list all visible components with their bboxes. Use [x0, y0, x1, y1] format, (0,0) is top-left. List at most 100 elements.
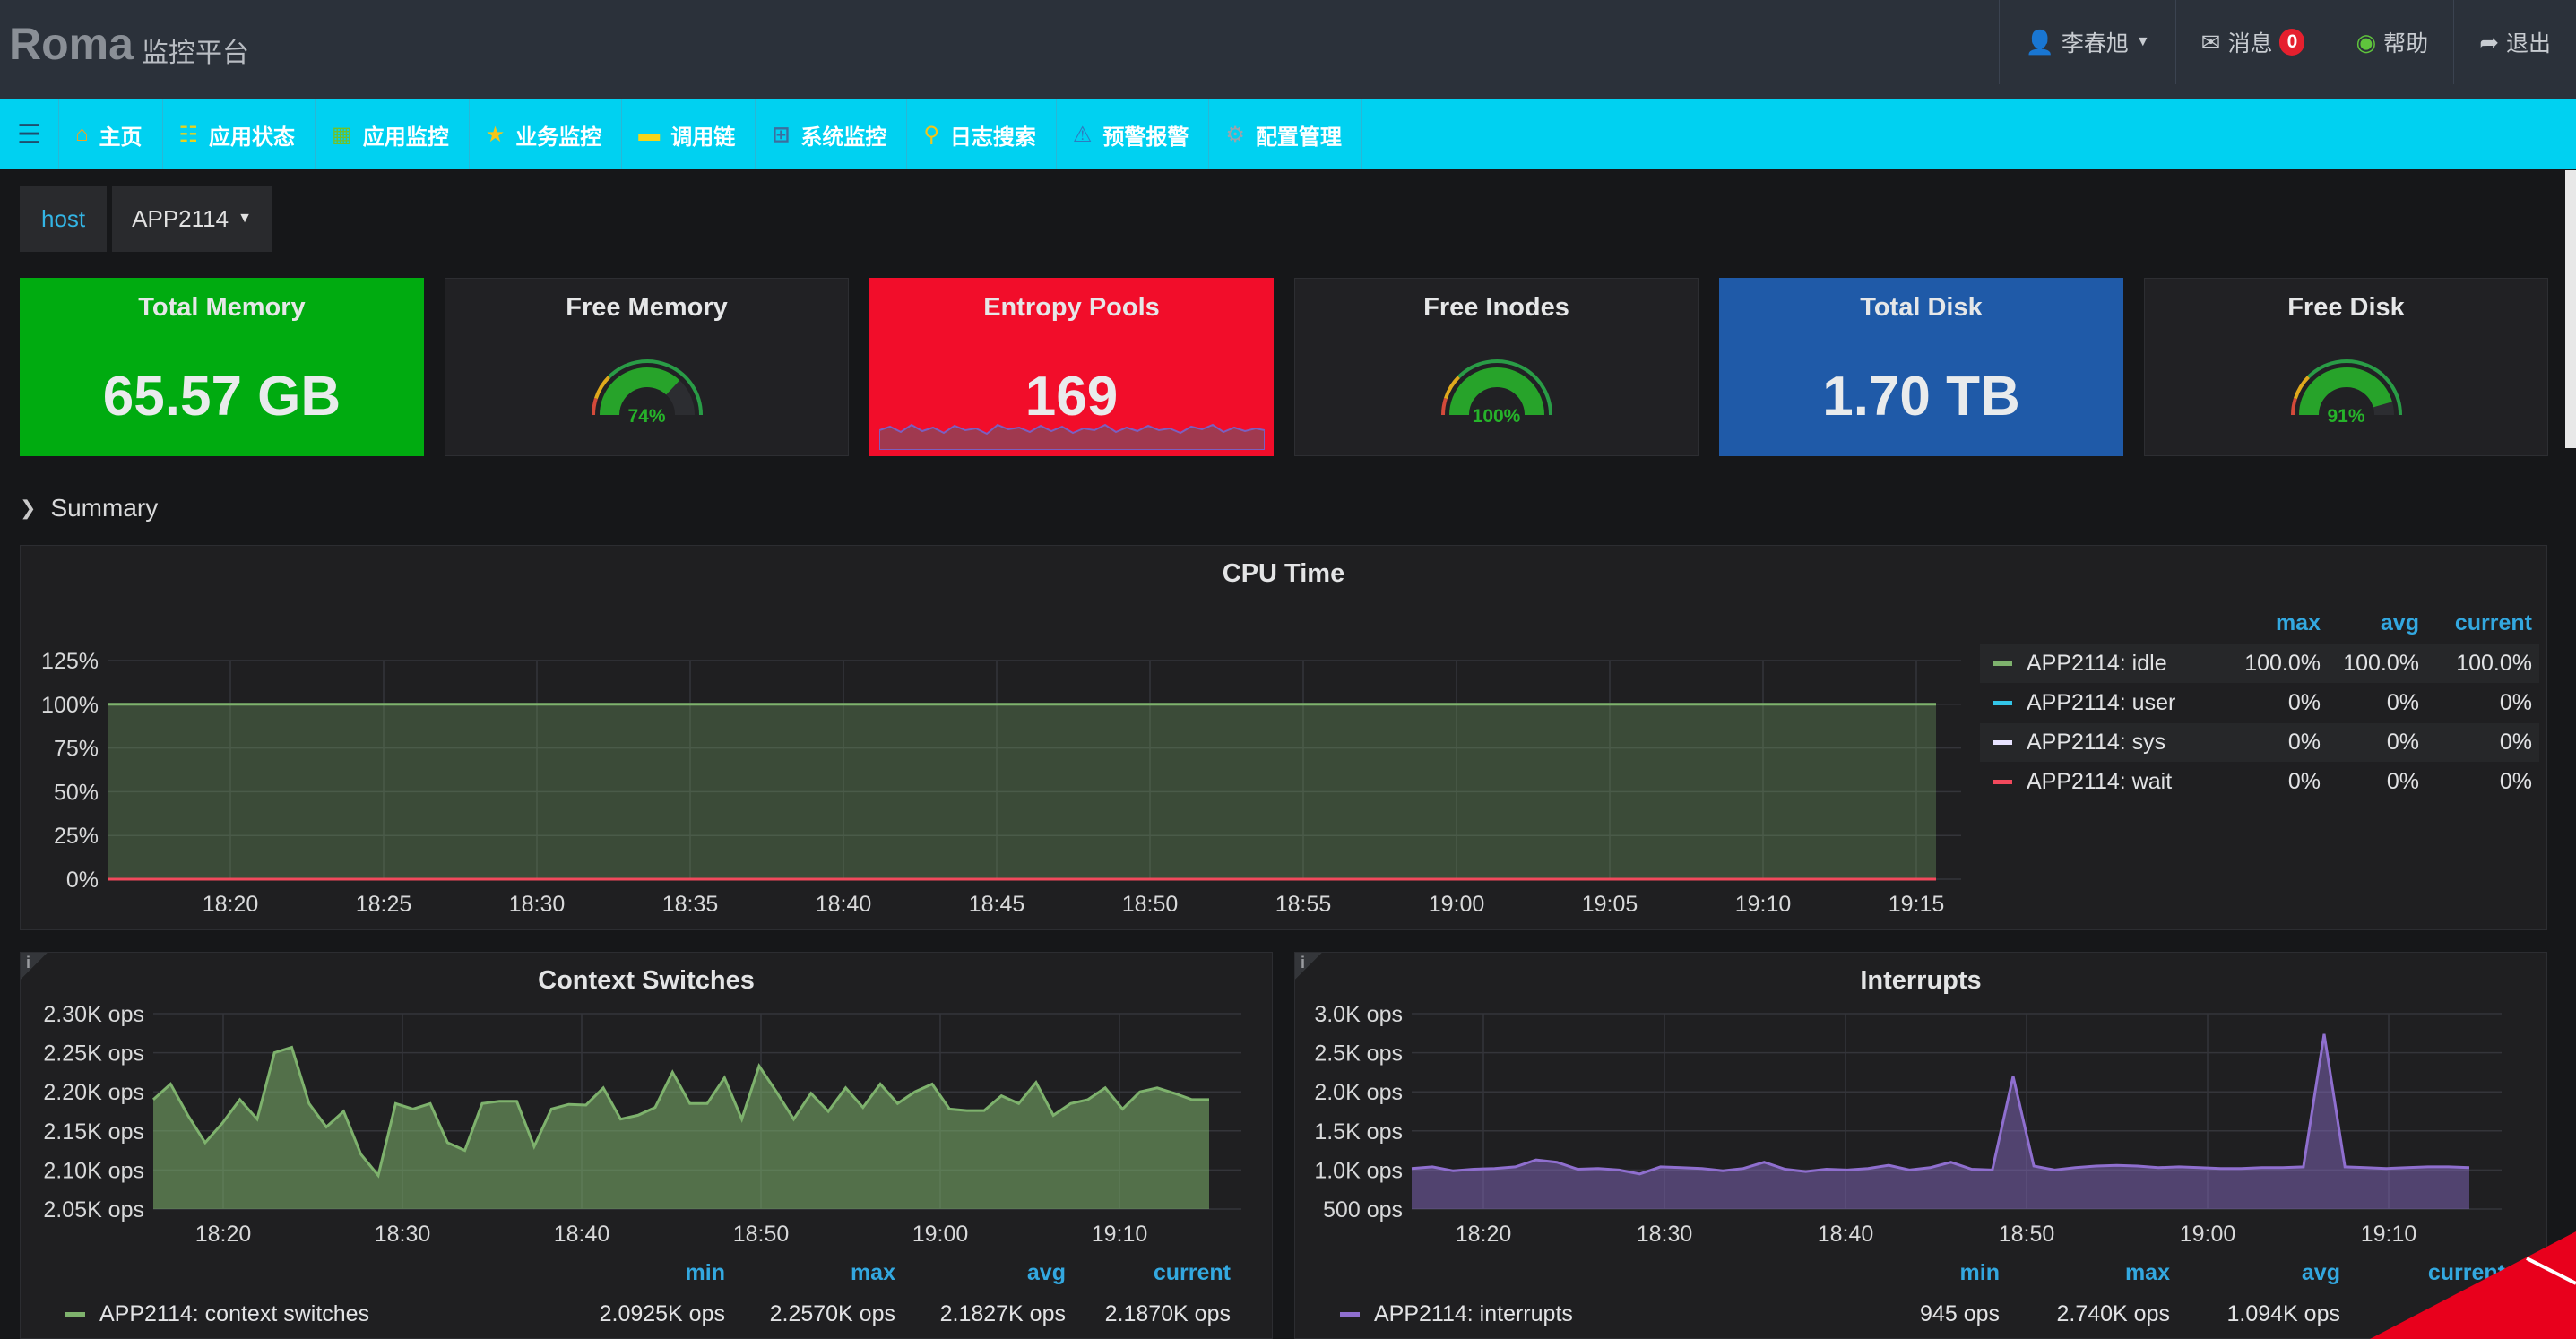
series-max: 0% — [2287, 769, 2321, 794]
x-tick-label: 19:00 — [2180, 1222, 2236, 1247]
y-tick-label: 2.0K ops — [1314, 1080, 1403, 1105]
x-tick-label: 18:55 — [1275, 892, 1332, 917]
series-max: 100.0% — [2244, 651, 2321, 676]
y-tick-label: 50% — [54, 780, 99, 805]
x-tick-label: 18:20 — [195, 1222, 252, 1247]
nav-item-label: 应用状态 — [209, 125, 296, 150]
logout-button[interactable]: ➦ 退出 — [2453, 0, 2576, 84]
legend-row[interactable]: APP2114: wait 0% 0% 0% — [1980, 763, 2539, 801]
y-tick-label: 2.10K ops — [43, 1158, 144, 1183]
messages-label: 消息 — [2227, 31, 2273, 56]
legend-row[interactable]: APP2114: user 0% 0% 0% — [1980, 684, 2539, 722]
legend-header-min: min — [1959, 1260, 2000, 1285]
gauge-fill — [2299, 367, 2392, 416]
stat-title: Free Memory — [566, 293, 728, 322]
stat-title: Total Memory — [138, 293, 306, 322]
messages-count-badge: 0 — [2279, 29, 2305, 56]
stat-total-memory[interactable]: Total Memory 65.57 GB — [20, 278, 424, 456]
series-area — [153, 1047, 1209, 1209]
series-min: 945 ops — [1920, 1301, 2000, 1326]
panel-info-corner[interactable]: i — [21, 953, 48, 980]
top-header: Roma 监控平台 👤 李春旭 ▼ ✉ 消息 0 ◉ 帮助 ➦ 退出 — [0, 0, 2576, 99]
nav-item-call-chain[interactable]: ▬ 调用链 — [622, 99, 756, 169]
y-tick-label: 75% — [54, 737, 99, 762]
stat-total-disk[interactable]: Total Disk 1.70 TB — [1719, 278, 2123, 456]
gauge-threshold-orange — [1444, 376, 1461, 400]
y-tick-label: 25% — [54, 824, 99, 849]
nav-item-config[interactable]: ⚙ 配置管理 — [1209, 99, 1362, 169]
series-avg: 0% — [2386, 769, 2419, 794]
gauge-threshold-red — [2291, 397, 2297, 416]
user-name: 李春旭 — [2061, 31, 2129, 56]
cpu-time-chart: 0% 25% 50% 75% 100% 125% 18:20 18:25 18:30 18:35 1… — [41, 649, 1961, 917]
stat-title: Free Inodes — [1423, 293, 1569, 322]
stat-free-memory[interactable]: Free Memory 74% — [445, 278, 849, 456]
panel-cpu-time[interactable]: CPU Time 0% 25% 50% 75% 100% 125% 18:20 18:25 18… — [20, 545, 2547, 930]
stat-free-disk[interactable]: Free Disk 91% — [2144, 278, 2548, 456]
gauge-threshold-green — [608, 359, 703, 416]
info-icon: i — [1301, 954, 1306, 972]
nav-item-label: 预警报警 — [1102, 125, 1189, 150]
y-tick-label: 0% — [66, 868, 99, 893]
series-max: 2.2570K ops — [769, 1301, 895, 1326]
panel-info-corner[interactable]: i — [1295, 953, 1322, 980]
legend-row[interactable]: APP2114: sys 0% 0% 0% — [1980, 723, 2539, 762]
host-dropdown[interactable]: APP2114 ▼ — [112, 186, 272, 252]
legend-row[interactable]: APP2114: context switches 2.0925K ops 2.… — [21, 1295, 1258, 1334]
panel-title: Interrupts — [1860, 966, 1982, 995]
envelope-icon: ✉ — [2200, 28, 2221, 56]
x-tick-label: 19:10 — [2361, 1222, 2417, 1247]
series-area — [108, 704, 1936, 879]
menu-toggle-icon[interactable]: ☰ — [0, 99, 59, 169]
nav-item-system-monitor[interactable]: ⊞ 系统监控 — [756, 99, 908, 169]
legend-header-max: max — [850, 1260, 895, 1285]
warning-icon: ⚠ — [1072, 122, 1093, 147]
nav-item-app-status[interactable]: ☷ 应用状态 — [163, 99, 316, 169]
user-menu[interactable]: 👤 李春旭 ▼ — [1999, 0, 2174, 84]
gauge-free-memory — [592, 359, 703, 416]
panel-interrupts[interactable]: i Interrupts 500 ops 1.0K ops 1.5K ops 2.0K… — [1294, 952, 2547, 1339]
nav-item-alerts[interactable]: ⚠ 预警报警 — [1057, 99, 1210, 169]
gauge-fill — [1449, 367, 1544, 416]
gauge-threshold-red — [1441, 397, 1448, 416]
nav-item-log-search[interactable]: ⚲ 日志搜索 — [907, 99, 1057, 169]
gauge-fill — [600, 367, 680, 416]
series-avg: 0% — [2386, 690, 2419, 715]
nav-item-app-monitor[interactable]: ▦ 应用监控 — [316, 99, 470, 169]
messages-button[interactable]: ✉ 消息 0 — [2174, 0, 2330, 84]
watermark-logo — [2370, 1231, 2576, 1339]
series-name: APP2114: interrupts — [1374, 1301, 1573, 1326]
home-icon: ⌂ — [75, 122, 89, 146]
nav-item-business-monitor[interactable]: ★ 业务监控 — [470, 99, 623, 169]
stat-value: 1.70 TB — [1822, 366, 2020, 428]
page-scrollbar-thumb[interactable] — [2565, 170, 2576, 448]
gauge-value-text: 91% — [2327, 406, 2365, 427]
x-tick-label: 19:15 — [1889, 892, 1945, 917]
series-name: APP2114: context switches — [99, 1301, 370, 1326]
logout-label: 退出 — [2505, 31, 2551, 56]
y-tick-label: 1.5K ops — [1314, 1119, 1403, 1145]
nav-item-home[interactable]: ⌂ 主页 — [59, 99, 163, 169]
stat-entropy-pools[interactable]: Entropy Pools 169 — [869, 278, 1274, 456]
row-toggle-summary[interactable]: ❯ Summary — [20, 494, 158, 523]
y-tick-label: 3.0K ops — [1314, 1002, 1403, 1027]
x-tick-label: 19:10 — [1092, 1222, 1148, 1247]
legend-row[interactable]: APP2114: interrupts 945 ops 2.740K ops 1… — [1295, 1295, 2532, 1334]
legend-header-avg: avg — [2380, 610, 2419, 635]
legend-header-max: max — [2124, 1260, 2170, 1285]
x-tick-label: 18:40 — [554, 1222, 610, 1247]
y-tick-label: 500 ops — [1323, 1197, 1403, 1222]
nav-item-label: 业务监控 — [515, 125, 602, 150]
help-button[interactable]: ◉ 帮助 — [2330, 0, 2453, 84]
stat-free-inodes[interactable]: Free Inodes 100% — [1294, 278, 1699, 456]
series-avg: 1.094K ops — [2226, 1301, 2341, 1326]
panel-title: Context Switches — [538, 966, 755, 995]
chevron-down-icon: ❯ — [20, 497, 37, 519]
panel-context-switches[interactable]: i Context Switches 2.05K ops 2.10K ops 2.1… — [20, 952, 1273, 1339]
list-icon: ☷ — [178, 122, 199, 147]
stat-title: Total Disk — [1860, 293, 1983, 322]
gauge-threshold-green — [2307, 359, 2402, 416]
legend-row[interactable]: APP2114: idle 100.0% 100.0% 100.0% — [1980, 644, 2539, 683]
x-tick-label: 19:00 — [1429, 892, 1485, 917]
brand-logo[interactable]: Roma — [9, 19, 134, 69]
